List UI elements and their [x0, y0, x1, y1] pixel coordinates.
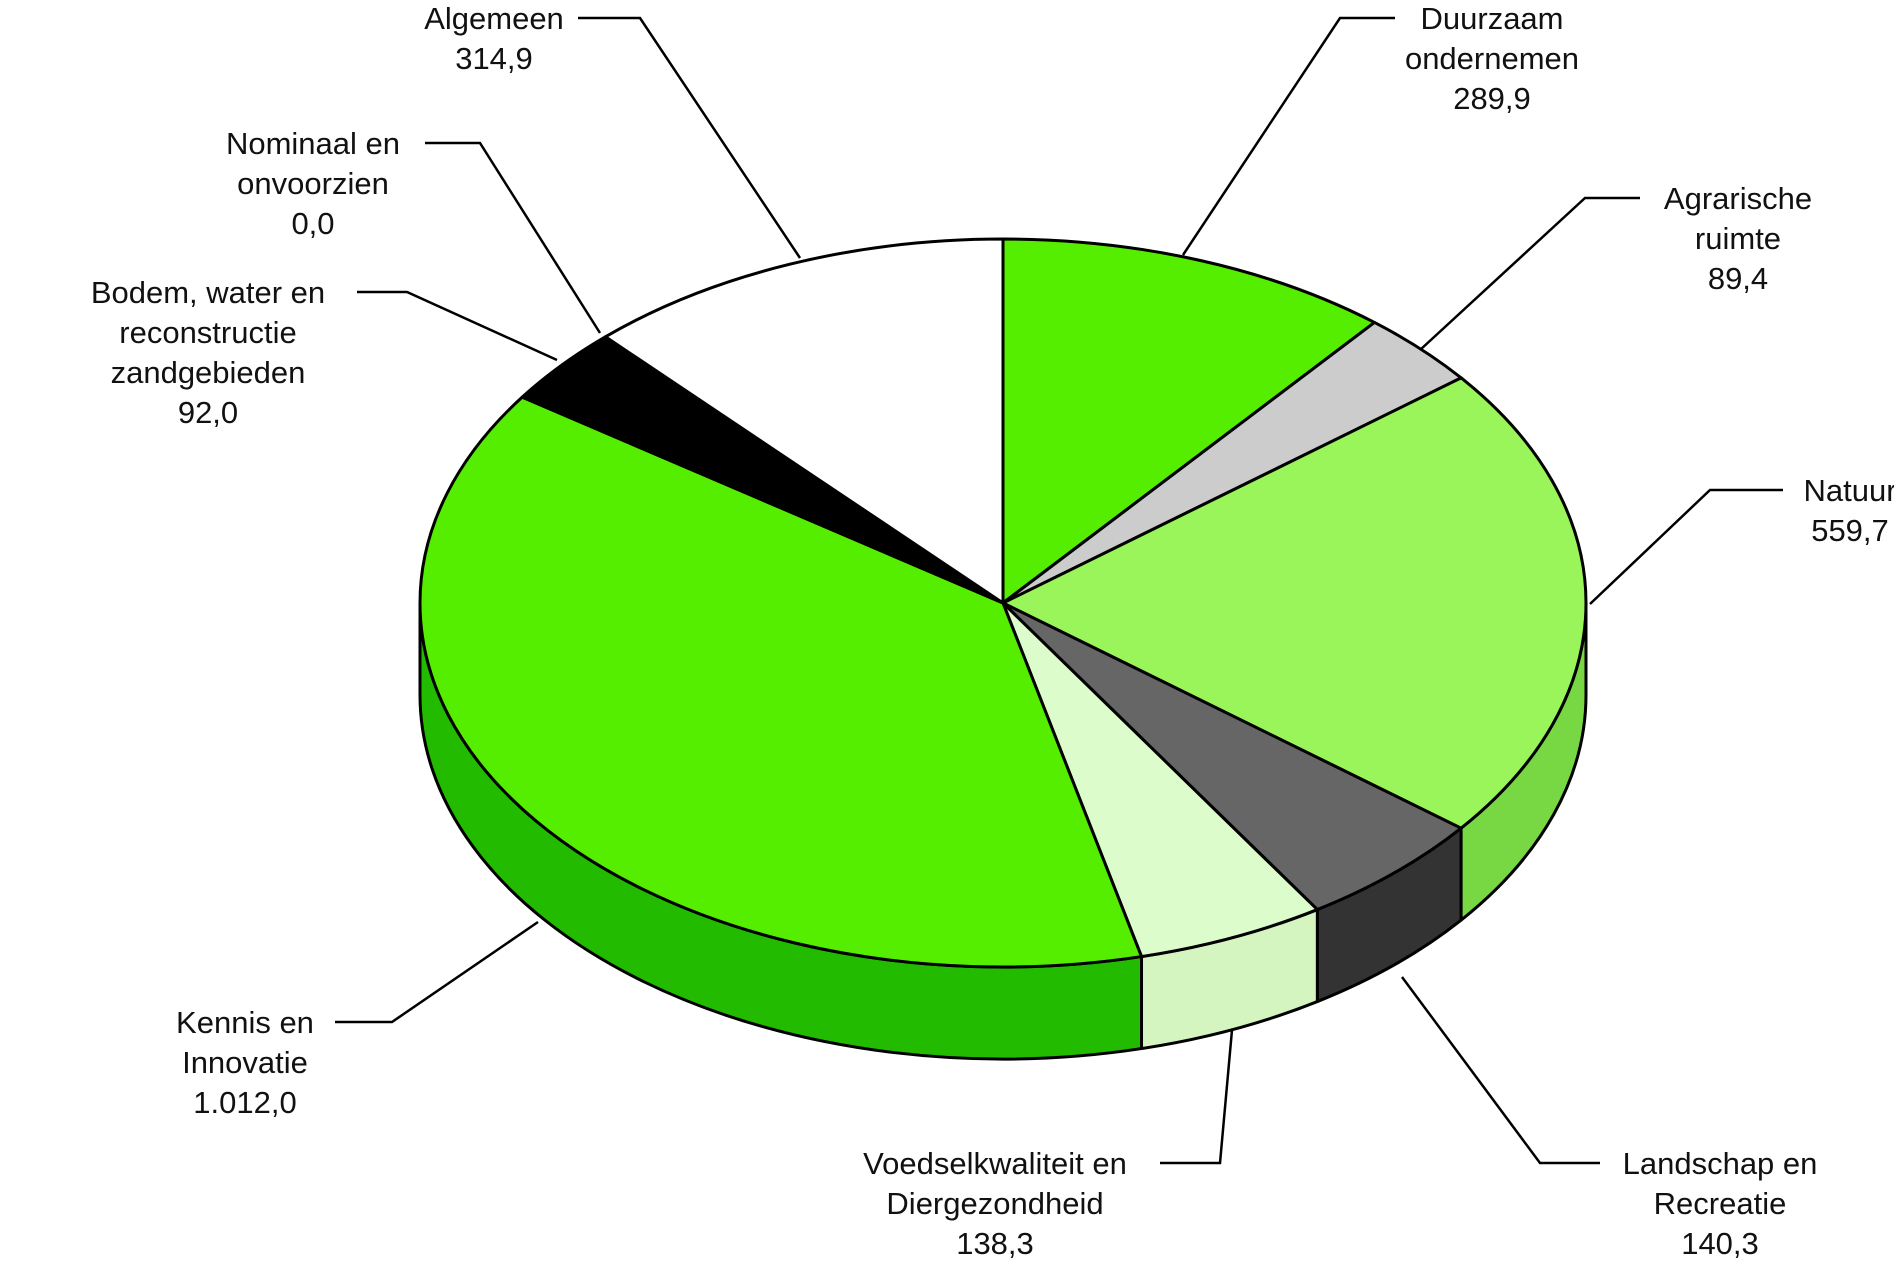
slice-label-2: Natuur 559,7: [1803, 473, 1894, 548]
slice-value-1: 89,4: [1708, 261, 1768, 296]
pie-slice-2: [1001, 376, 1588, 830]
slice-name-line-3-1: Recreatie: [1654, 1186, 1787, 1221]
slice-name-line-4-1: Diergezondheid: [886, 1186, 1103, 1221]
slice-name-line-7-1: onvoorzien: [237, 166, 389, 201]
pie-sides: [418, 601, 1588, 1061]
leader-line-0: [1181, 16, 1395, 256]
slice-name-line-8-0: Algemeen: [424, 1, 564, 36]
slice-value-7: 0,0: [291, 206, 334, 241]
pie-slice-5: [418, 395, 1143, 969]
leader-line-2: [1589, 488, 1783, 605]
slice-name-line-2-0: Natuur: [1803, 473, 1894, 508]
leader-line-4: [1160, 1029, 1234, 1165]
slice-name-line-6-0: Bodem, water en: [91, 275, 325, 310]
slice-name-line-1-0: Agrarische: [1664, 181, 1812, 216]
pie-tops: [418, 237, 1588, 969]
leader-line-3: [1400, 976, 1600, 1165]
pie-slice-8: [603, 237, 1005, 605]
slice-name-line-0-1: ondernemen: [1405, 41, 1579, 76]
slice-label-6: Bodem, water en reconstructie zandgebieden…: [91, 275, 325, 430]
slice-value-6: 92,0: [178, 395, 238, 430]
slice-label-1: Agrarische ruimte 89,4: [1664, 181, 1812, 296]
slice-name-line-6-1: reconstructie: [119, 315, 296, 350]
slice-value-8: 314,9: [455, 41, 533, 76]
slice-name-line-0-0: Duurzaam: [1421, 1, 1564, 36]
slice-value-4: 138,3: [956, 1226, 1034, 1261]
slice-label-8: Algemeen 314,9: [424, 1, 564, 76]
slice-value-3: 140,3: [1681, 1226, 1759, 1261]
leader-lines: [335, 16, 1783, 1165]
slice-value-2: 559,7: [1811, 513, 1889, 548]
slice-labels: Duurzaam ondernemen 289,9 Agrarische ruimte 8…: [91, 1, 1894, 1261]
leader-line-1: [1419, 196, 1640, 351]
leader-line-5: [335, 920, 539, 1024]
slice-value-0: 289,9: [1453, 81, 1531, 116]
slice-name-line-1-1: ruimte: [1695, 221, 1781, 256]
slice-label-4: Voedselkwaliteit en Diergezondheid 138,3: [863, 1146, 1127, 1261]
slice-label-7: Nominaal en onvoorzien 0,0: [226, 126, 400, 241]
leader-line-8: [578, 16, 802, 259]
slice-value-5: 1.012,0: [193, 1085, 296, 1120]
slice-name-line-6-2: zandgebieden: [111, 355, 306, 390]
slice-label-0: Duurzaam ondernemen 289,9: [1405, 1, 1579, 116]
leader-line-7: [425, 141, 602, 334]
slice-name-line-5-1: Innovatie: [182, 1045, 308, 1080]
leader-line-6: [357, 290, 558, 362]
slice-name-line-7-0: Nominaal en: [226, 126, 400, 161]
slice-label-5: Kennis en Innovatie 1.012,0: [176, 1005, 314, 1120]
slice-name-line-4-0: Voedselkwaliteit en: [863, 1146, 1127, 1181]
pie-slice-4: [1001, 601, 1319, 959]
pie-slice-3: [1001, 601, 1463, 912]
pie-slice-0: [1001, 237, 1376, 605]
slice-name-line-3-0: Landschap en: [1623, 1146, 1818, 1181]
slice-label-3: Landschap en Recreatie 140,3: [1623, 1146, 1818, 1261]
slice-name-line-5-0: Kennis en: [176, 1005, 314, 1040]
